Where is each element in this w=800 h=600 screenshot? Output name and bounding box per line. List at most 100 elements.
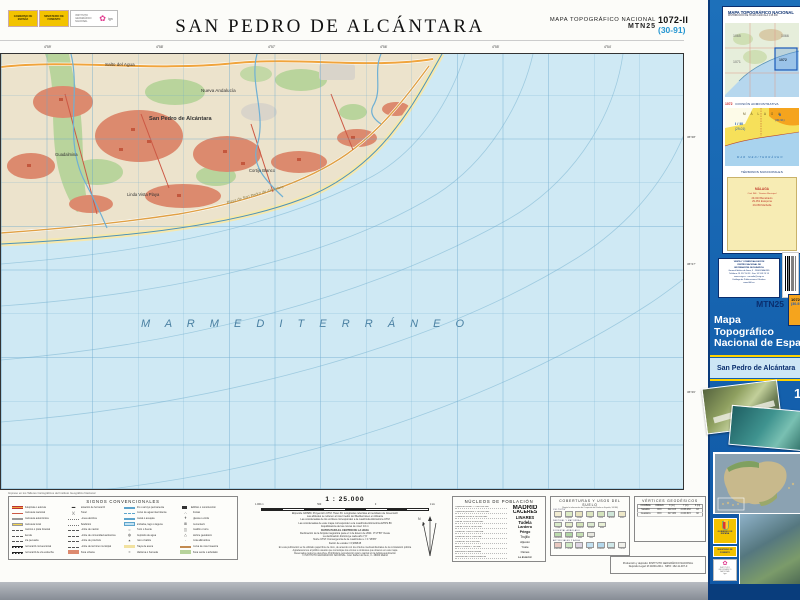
legend-symbol xyxy=(12,506,23,510)
legend-symbol xyxy=(68,524,79,526)
legend-scale: 1 : 25.000 1.000 m 500 0 1 km Elipsoide GRS… xyxy=(242,496,448,570)
legend-item: Línea eléctrica xyxy=(68,516,122,522)
legend-symbol: ∴ xyxy=(184,510,187,515)
legend-item: Carretera autonómica xyxy=(12,516,66,522)
division-header: 1072 DIVISIÓN ADMINISTRATIVA xyxy=(725,102,799,106)
index-card-title: MAPA TOPOGRÁFICO NACIONAL xyxy=(728,10,794,15)
legend-item: )(Túnel xyxy=(68,510,122,516)
legend-symbol xyxy=(12,530,23,532)
ministerio-logo: MINISTERIO DE FOMENTO xyxy=(39,10,69,27)
nucleos-row: Ciudad de 50.000 a 200.000 hab. LINARES xyxy=(455,514,535,520)
sheet-title: SAN PEDRO DE ALCÁNTARA xyxy=(175,16,485,37)
rivers xyxy=(70,54,382,229)
cobertura-swatch: Pastizal xyxy=(564,521,574,529)
ign-flower-icon: ✿ xyxy=(99,13,106,23)
cobertura-swatch: Dehesa xyxy=(586,521,596,529)
longitude-label: 4°56' xyxy=(380,45,388,49)
cobertura-swatch: Prado xyxy=(553,521,563,529)
legend-symbol: · xyxy=(184,538,187,543)
longitude-label: 4°58' xyxy=(156,45,164,49)
svg-text:(29-01): (29-01) xyxy=(735,127,745,131)
legend-item: ▬ Estación de ferrocarril xyxy=(68,505,122,511)
legend-item: Teleférico xyxy=(68,521,122,527)
legend-symbol xyxy=(180,546,191,548)
cobertura-swatch: Coníferas xyxy=(564,531,574,539)
scalebar xyxy=(261,507,429,511)
legend-item: Senda xyxy=(12,532,66,538)
legend-item: Playa de arena xyxy=(124,544,178,550)
legend-symbol xyxy=(68,518,79,520)
svg-text:(30-91): (30-91) xyxy=(775,118,785,122)
legend-item: Vía pecuaria xyxy=(12,538,66,544)
nucleos-row: Edificación o barrio aislado Otones xyxy=(455,550,530,554)
cover-sidebar: MAPA TOPOGRÁFICO NACIONAL DISTRIBUCIÓN D… xyxy=(701,0,800,600)
legend-item: ✶ Faro o baliza xyxy=(124,538,178,544)
aerial-photo-2 xyxy=(728,404,800,452)
scale-text: 1 : 25.000 xyxy=(325,496,365,503)
legend-item: △ Vértice geodésico xyxy=(180,532,234,538)
legend-symbol: ✶ xyxy=(127,538,131,543)
gobierno-cover-logo: GOBIERNO DE ESPAÑA xyxy=(713,518,737,544)
legend-item: ◍ Depósito de agua xyxy=(124,532,178,538)
sheet-index-map: 1065 1066 1071 1072 xyxy=(725,23,799,97)
legend-item: ∴ Ruinas xyxy=(180,510,234,516)
spain-crest-icon xyxy=(721,520,729,530)
legend-symbol xyxy=(12,551,23,554)
sheet-index-card: MAPA TOPOGRÁFICO NACIONAL DISTRIBUCIÓN D… xyxy=(722,6,800,254)
legend-item: Edificio o construcción xyxy=(180,505,234,511)
vertices-title: VÉRTICES GEODÉSICOS xyxy=(642,498,698,503)
local-roads xyxy=(64,93,354,215)
longitude-label: 4°57' xyxy=(268,45,276,49)
legend-symbol xyxy=(12,541,23,543)
legend-nucleos: NÚCLEOS DE POBLACIÓN Capital de nación >… xyxy=(452,496,546,562)
municipios-box: MÁLAGA Cód. INE · Término Municipal 29-0… xyxy=(727,177,797,251)
division-title: DIVISIÓN ADMINISTRATIVA xyxy=(735,102,779,106)
legend-symbol xyxy=(68,530,79,532)
cover-logos: GOBIERNO DE ESPAÑA MINISTERIO DE FOMENTO… xyxy=(713,518,737,581)
legend-symbol: ○ xyxy=(128,527,131,532)
sheet-number-block: 1072-II (30-91) xyxy=(658,15,708,35)
legend-symbol xyxy=(12,512,23,515)
svg-text:MAR MEDITERRÁNEO: MAR MEDITERRÁNEO xyxy=(737,155,784,159)
legend-item: ⊞ Cementerio xyxy=(180,521,234,527)
legend-symbol xyxy=(124,507,135,509)
legend-item: Ferrocarril convencional xyxy=(12,544,66,550)
place-label: Guadalmina xyxy=(55,152,78,157)
legend-item: ≈ Marisma o humedal xyxy=(124,549,178,555)
header-rule xyxy=(0,40,684,41)
cobertura-swatch: Viñedo xyxy=(574,511,584,519)
sheet-code-grid: (30-91) xyxy=(791,302,800,306)
vertice-row: Guadaiza ROI 327.480 4.040.615 92 xyxy=(637,512,703,518)
legend-symbol: ◍ xyxy=(127,533,132,538)
ign-cover-logo: ✿ INSTITUTO GEOGRÁFICO NACIONAL ign xyxy=(713,559,737,581)
aerial-photo-3 xyxy=(739,514,800,584)
topographic-map: M A R M E D I T E R R Á N E O Salto del … xyxy=(0,53,684,490)
copyright-notes: En esta publicación se ha utilizado pape… xyxy=(278,546,412,558)
spain-satellite-image xyxy=(714,453,800,513)
legend-signos: SIGNOS CONVENCIONALES Autopista o autoví… xyxy=(8,496,238,560)
nucleos-row: Capital de provincia > 200.000 hab. CÁCER… xyxy=(455,509,538,515)
coastal-road xyxy=(1,65,431,235)
nucleos-row: Aldea o caserío < 100 hab. Yuste xyxy=(455,545,529,549)
cobertura-swatch: Mixto xyxy=(597,521,607,529)
coberturas-groups: CULTIVOS Secano Regadío Viñedo Olivar Frutal A… xyxy=(551,509,629,550)
vertices-table: NOMBRE ORDEN X (m) Y (m) h (m) Saladillo ROI 32… xyxy=(637,503,703,518)
spain-satellite-card xyxy=(713,452,800,514)
index-card-subtitle: DISTRIBUCIÓN DE HOJAS A ESCALA 1:25.000 xyxy=(728,15,778,17)
barcode xyxy=(782,252,799,298)
municipios-title: TÉRMINOS MUNICIPALES xyxy=(741,170,783,174)
latitude-label: 36°27' xyxy=(687,262,696,266)
municipios-list: 29-023 Benahavís 29-051 Estepona 29-069 Ma… xyxy=(751,196,773,208)
coberturas-title: COBERTURAS Y USOS DEL SUELO xyxy=(559,498,621,507)
legend-symbol: ✝ xyxy=(183,516,187,521)
ign-flower-icon: ✿ xyxy=(722,561,728,567)
legend-symbol xyxy=(12,535,23,537)
series-code: MTN25 xyxy=(628,23,656,30)
sidebar-footer-band xyxy=(710,584,800,600)
cobertura-swatch: Edificado xyxy=(553,542,563,550)
declination-diagram: N xyxy=(418,516,437,557)
latitude-label: 36°28' xyxy=(687,135,696,139)
map-canvas: M A R M E D I T E R R Á N E O Salto del … xyxy=(1,54,683,489)
cobertura-swatch: Embalse xyxy=(596,542,606,550)
highway xyxy=(1,57,434,69)
